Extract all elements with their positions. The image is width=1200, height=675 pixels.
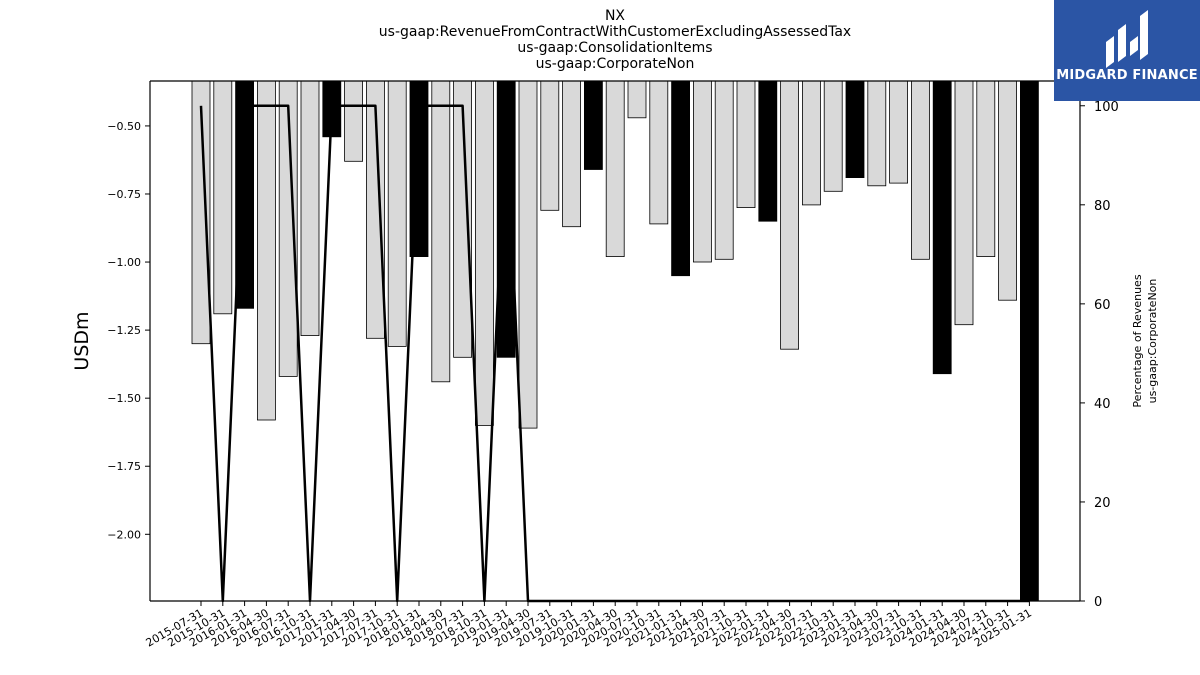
bar-2016-01-31 xyxy=(235,81,255,309)
bar-2021-01-31 xyxy=(671,81,690,277)
y-tick-label: −2.00 xyxy=(107,528,141,541)
bar-2015-10-31 xyxy=(213,81,233,315)
bar-2025-01-31 xyxy=(1020,81,1039,601)
bar-2017-07-31 xyxy=(365,81,385,339)
y-right-axis-label-line-1: Percentage of Revenues xyxy=(1131,274,1144,407)
bar-2016-04-30 xyxy=(256,81,276,421)
y-right-tick-label: 80 xyxy=(1094,199,1111,214)
bar-2023-01-31 xyxy=(845,81,865,178)
bar-2022-10-31 xyxy=(823,81,843,192)
bar-2018-10-31 xyxy=(474,81,494,426)
bar-2023-10-31 xyxy=(911,81,930,260)
chart-title-line-2: us-gaap:RevenueFromContractWithCustomerE… xyxy=(378,24,852,40)
bar-2022-04-30 xyxy=(780,81,799,350)
y-tick-label: −0.75 xyxy=(107,188,141,201)
bar-2023-07-31 xyxy=(889,81,908,184)
y-tick-label: −1.75 xyxy=(107,460,141,473)
bar-2017-10-31 xyxy=(387,81,407,347)
y-right-tick-label: 0 xyxy=(1094,595,1102,610)
bar-2024-07-31 xyxy=(976,81,996,258)
bar-2024-04-30 xyxy=(954,81,974,326)
y-right-tick-label: 100 xyxy=(1094,100,1119,115)
y-tick-label: −0.50 xyxy=(107,120,141,133)
bar-2022-01-31 xyxy=(758,81,778,222)
bar-2020-10-31 xyxy=(649,81,669,225)
y-right-tick-label: 60 xyxy=(1094,298,1111,313)
midgard-logo-icon xyxy=(1106,10,1148,68)
bar-2020-04-30 xyxy=(605,81,625,258)
bar-2015-07-31 xyxy=(191,81,211,345)
bar-2016-07-31 xyxy=(278,81,298,377)
chart-title-line-3: us-gaap:ConsolidationItems xyxy=(517,40,713,56)
bar-2016-10-31 xyxy=(300,81,320,337)
bar-2022-07-31 xyxy=(802,81,821,206)
y-axis-label: USDm xyxy=(71,311,93,370)
bar-2020-01-31 xyxy=(584,81,603,170)
y-tick-label: −1.25 xyxy=(107,324,141,337)
y-right-tick-label: 20 xyxy=(1094,496,1111,511)
y-tick-label: −1.50 xyxy=(107,392,141,405)
bar-2021-07-31 xyxy=(714,81,734,260)
bar-2018-07-31 xyxy=(453,81,473,358)
bar-2019-01-31 xyxy=(496,81,516,358)
y-tick-label: −1.00 xyxy=(107,256,141,269)
y-right-tick-label: 40 xyxy=(1094,397,1111,412)
brand-logo: MIDGARD FINANCE xyxy=(1054,0,1200,101)
bar-2019-04-30 xyxy=(518,81,538,429)
chart-title-line-1: NX xyxy=(604,8,626,24)
bar-2024-01-31 xyxy=(932,81,952,375)
bar-2019-10-31 xyxy=(562,81,581,228)
bar-2021-04-30 xyxy=(693,81,712,263)
bar-2017-04-30 xyxy=(344,81,364,162)
bar-2020-07-31 xyxy=(627,81,647,119)
bar-2024-10-31 xyxy=(998,81,1017,301)
y-right-axis-label-line-2: us-gaap:CorporateNon xyxy=(1146,279,1159,404)
chart-title-line-4: us-gaap:CorporateNon xyxy=(535,56,695,72)
brand-logo-text: MIDGARD FINANCE xyxy=(1056,68,1198,83)
bar-2023-04-30 xyxy=(867,81,887,187)
bar-2019-07-31 xyxy=(540,81,560,211)
bar-2018-04-30 xyxy=(431,81,451,383)
bar-2021-10-31 xyxy=(736,81,756,208)
